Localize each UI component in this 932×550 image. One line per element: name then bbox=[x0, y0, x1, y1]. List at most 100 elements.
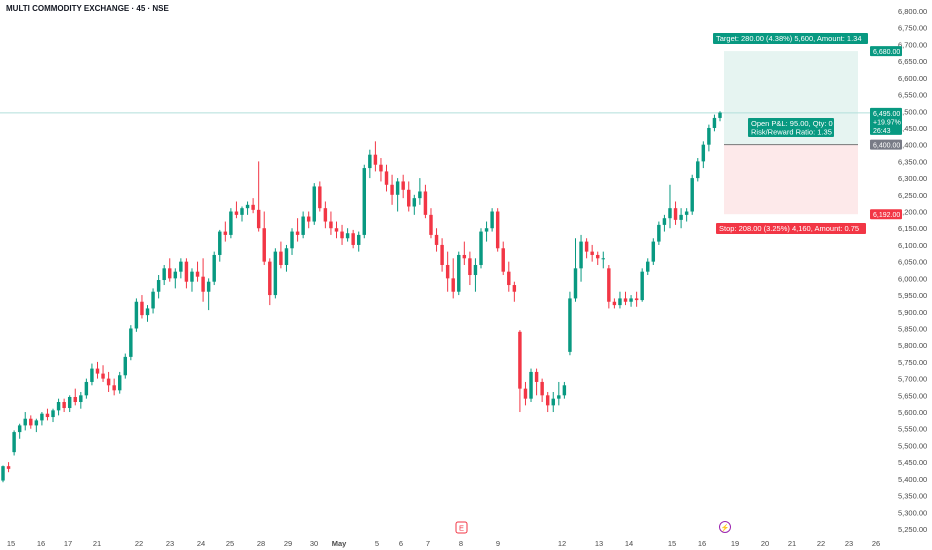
candles bbox=[1, 111, 722, 483]
candle-body bbox=[629, 298, 633, 302]
x-tick-label: 28 bbox=[257, 539, 265, 548]
candle-body bbox=[6, 466, 11, 469]
candle-body bbox=[190, 271, 194, 282]
candle-body bbox=[595, 254, 600, 259]
candle-body bbox=[256, 209, 261, 229]
x-tick-label: 30 bbox=[310, 539, 318, 548]
pnl-label-text: Risk/Reward Ratio: 1.35 bbox=[751, 128, 832, 137]
x-tick-label: 17 bbox=[64, 539, 72, 548]
candle-body bbox=[84, 381, 89, 396]
x-tick-label: 16 bbox=[37, 539, 45, 548]
candle-body bbox=[245, 204, 250, 209]
candle-body bbox=[562, 385, 567, 396]
candle-body bbox=[579, 241, 583, 269]
x-tick-label: 5 bbox=[375, 539, 379, 548]
candle-body bbox=[106, 378, 111, 386]
candle-body bbox=[1, 466, 5, 481]
candle-body bbox=[51, 410, 55, 418]
current-price-badge-text: 6,495.00 bbox=[873, 111, 900, 118]
y-tick-label: 6,700.00 bbox=[898, 40, 927, 49]
candle-body bbox=[718, 112, 722, 118]
candle-body bbox=[662, 218, 667, 225]
candle-body bbox=[312, 186, 316, 222]
candle-body bbox=[634, 298, 639, 301]
candle-body bbox=[601, 258, 606, 260]
candle-body bbox=[568, 298, 572, 352]
candle-body bbox=[545, 395, 550, 406]
candle-body bbox=[23, 418, 27, 426]
candle-body bbox=[490, 211, 494, 229]
candle-body bbox=[223, 231, 228, 235]
candle-body bbox=[640, 271, 644, 301]
candle-body bbox=[62, 402, 66, 409]
target-label-text: Target: 280.00 (4.38%) 5,600, Amount: 1.… bbox=[716, 34, 862, 43]
target-price-badge-text: 6,680.00 bbox=[873, 49, 900, 56]
entry-price-badge-text: 6,400.00 bbox=[873, 143, 900, 150]
price-axis[interactable]: 6,800.00 6,750.00 6,700.00 6,650.00 6,600.00… bbox=[898, 7, 927, 534]
y-tick-label: 5,450.00 bbox=[898, 458, 927, 467]
y-tick-label: 6,600.00 bbox=[898, 74, 927, 83]
candle-body bbox=[184, 261, 189, 282]
x-tick-label: 21 bbox=[93, 539, 101, 548]
candle-body bbox=[262, 228, 266, 262]
candle-body bbox=[512, 285, 517, 292]
candle-body bbox=[540, 381, 544, 396]
candle-body bbox=[234, 211, 239, 215]
candle-body bbox=[362, 168, 367, 235]
candle-body bbox=[12, 432, 16, 453]
candle-body bbox=[284, 248, 289, 265]
candle-body bbox=[179, 261, 183, 272]
stop-label-box bbox=[716, 223, 866, 234]
x-tick-label: 23 bbox=[166, 539, 174, 548]
candle-body bbox=[301, 216, 305, 235]
candle-body bbox=[79, 395, 83, 403]
candle-body bbox=[368, 154, 372, 169]
candle-body bbox=[218, 231, 222, 255]
candle-body bbox=[279, 251, 283, 265]
candle-body bbox=[573, 268, 578, 299]
candle-body bbox=[268, 261, 272, 296]
candle-body bbox=[112, 385, 116, 391]
target-price-badge-box bbox=[870, 46, 902, 57]
x-tick-label: 22 bbox=[817, 539, 825, 548]
candle-body bbox=[418, 191, 422, 199]
y-tick-label: 5,950.00 bbox=[898, 291, 927, 300]
y-tick-label: 6,800.00 bbox=[898, 7, 927, 16]
y-tick-label: 5,900.00 bbox=[898, 308, 927, 317]
candle-body bbox=[412, 198, 417, 207]
stop-price-badge-box bbox=[870, 209, 902, 220]
position-labels: Target: 280.00 (4.38%) 5,600, Amount: 1.… bbox=[455, 33, 902, 534]
candle-body bbox=[56, 402, 61, 411]
time-axis[interactable]: 15 16 17 21 22 23 24 25 28 29 30 May 5 6 7 8 9 12 13 14 15 16… bbox=[7, 539, 880, 548]
x-tick-label: 8 bbox=[459, 539, 463, 548]
candle-body bbox=[17, 425, 22, 433]
y-tick-label: 6,400.00 bbox=[898, 141, 927, 150]
pnl-label-box bbox=[748, 118, 834, 137]
candle-body bbox=[73, 396, 77, 403]
candle-body bbox=[423, 191, 428, 215]
x-tick-label: 19 bbox=[731, 539, 739, 548]
candle-body bbox=[495, 211, 500, 249]
candle-body bbox=[117, 375, 122, 391]
x-tick-label: 12 bbox=[558, 539, 566, 548]
y-tick-label: 6,050.00 bbox=[898, 258, 927, 267]
x-tick-label: 29 bbox=[284, 539, 292, 548]
y-tick-label: 6,100.00 bbox=[898, 241, 927, 250]
chart-title: MULTI COMMODITY EXCHANGE · 45 · NSE bbox=[6, 4, 169, 13]
y-tick-label: 6,750.00 bbox=[898, 24, 927, 33]
y-tick-label: 5,300.00 bbox=[898, 508, 927, 517]
candle-body bbox=[673, 208, 678, 220]
x-tick-label: 23 bbox=[845, 539, 853, 548]
current-price-badge-box bbox=[870, 107, 902, 135]
candle-body bbox=[134, 301, 139, 329]
candle-body bbox=[290, 231, 294, 249]
candle-body bbox=[90, 368, 94, 382]
position-zones[interactable] bbox=[0, 51, 880, 215]
candle-body bbox=[95, 368, 100, 374]
y-tick-label: 6,500.00 bbox=[898, 107, 927, 116]
candle-body bbox=[473, 264, 478, 276]
candle-body bbox=[501, 248, 505, 272]
x-tick-label: 13 bbox=[595, 539, 603, 548]
candle-body bbox=[457, 254, 461, 292]
